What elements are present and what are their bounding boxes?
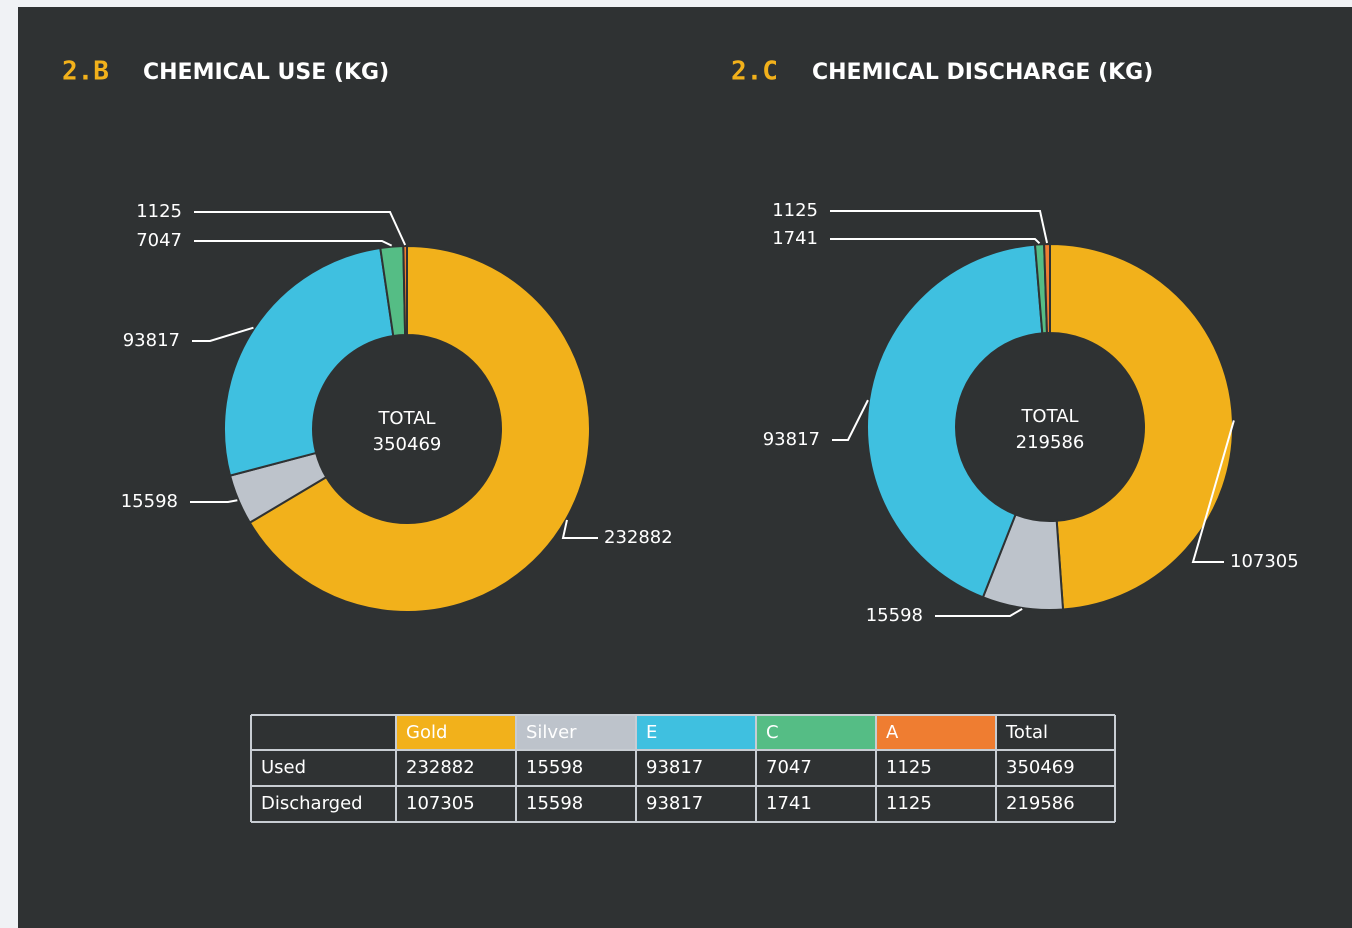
leader-line: [194, 211, 407, 246]
donut-slice: [248, 244, 591, 613]
cell-value: 93817: [646, 793, 703, 814]
header-cell: [396, 715, 516, 750]
section-number: 2.C: [731, 57, 778, 87]
header-cell: [516, 715, 636, 750]
leader-line: [935, 608, 1023, 617]
center-label: TOTAL: [1020, 406, 1078, 427]
chart-title: CHEMICAL DISCHARGE (KG): [812, 60, 1153, 85]
header-text: C: [766, 722, 779, 743]
section-number: 2.B: [62, 57, 109, 87]
center-total: 350469: [373, 434, 442, 455]
cell-value: 15598: [526, 793, 583, 814]
slice-label: 7047: [136, 230, 182, 251]
donut-slice: [223, 246, 395, 477]
slice-label: 1125: [772, 200, 818, 221]
cell-value: 1741: [766, 793, 812, 814]
donut-slice: [1043, 242, 1051, 335]
slice-label: 107305: [1230, 551, 1299, 572]
header-text: A: [886, 722, 899, 743]
header-text: Total: [1005, 722, 1048, 743]
slice-label: 1741: [772, 228, 818, 249]
slice-label: 15598: [866, 605, 923, 626]
leader-line: [1191, 420, 1235, 563]
cell-value: 1125: [886, 793, 932, 814]
cell-value: 1125: [886, 757, 932, 778]
donut-slice: [1049, 242, 1234, 611]
cell-value: 7047: [766, 757, 812, 778]
slice-label: 93817: [763, 429, 820, 450]
cell-value: 350469: [1006, 757, 1075, 778]
donut-slice: [402, 244, 408, 337]
leader-line: [192, 326, 254, 342]
leader-line: [830, 238, 1041, 245]
leader-line: [190, 499, 238, 503]
slice-label: 232882: [604, 527, 673, 548]
cell-value: 219586: [1006, 793, 1075, 814]
leader-line: [561, 519, 598, 539]
slice-label: 15598: [121, 491, 178, 512]
header-text: Silver: [526, 722, 577, 743]
slice-label: 1125: [136, 201, 182, 222]
leader-line: [194, 240, 393, 247]
cell-value: 93817: [646, 757, 703, 778]
cell-value: 107305: [406, 793, 475, 814]
header-text: E: [646, 722, 657, 743]
row-label: Discharged: [261, 793, 363, 814]
center-total: 219586: [1016, 432, 1085, 453]
cell-value: 232882: [406, 757, 475, 778]
center-label: TOTAL: [377, 408, 435, 429]
header-cell: [636, 715, 756, 750]
leader-line: [830, 210, 1049, 244]
cell-value: 15598: [526, 757, 583, 778]
donut-slice: [866, 243, 1044, 599]
header-cell: [876, 715, 996, 750]
header-text: Gold: [406, 722, 447, 743]
header-cell: [756, 715, 876, 750]
leader-line: [832, 399, 869, 441]
chart-title: CHEMICAL USE (KG): [143, 60, 389, 85]
row-label: Used: [261, 757, 306, 778]
slice-label: 93817: [123, 330, 180, 351]
